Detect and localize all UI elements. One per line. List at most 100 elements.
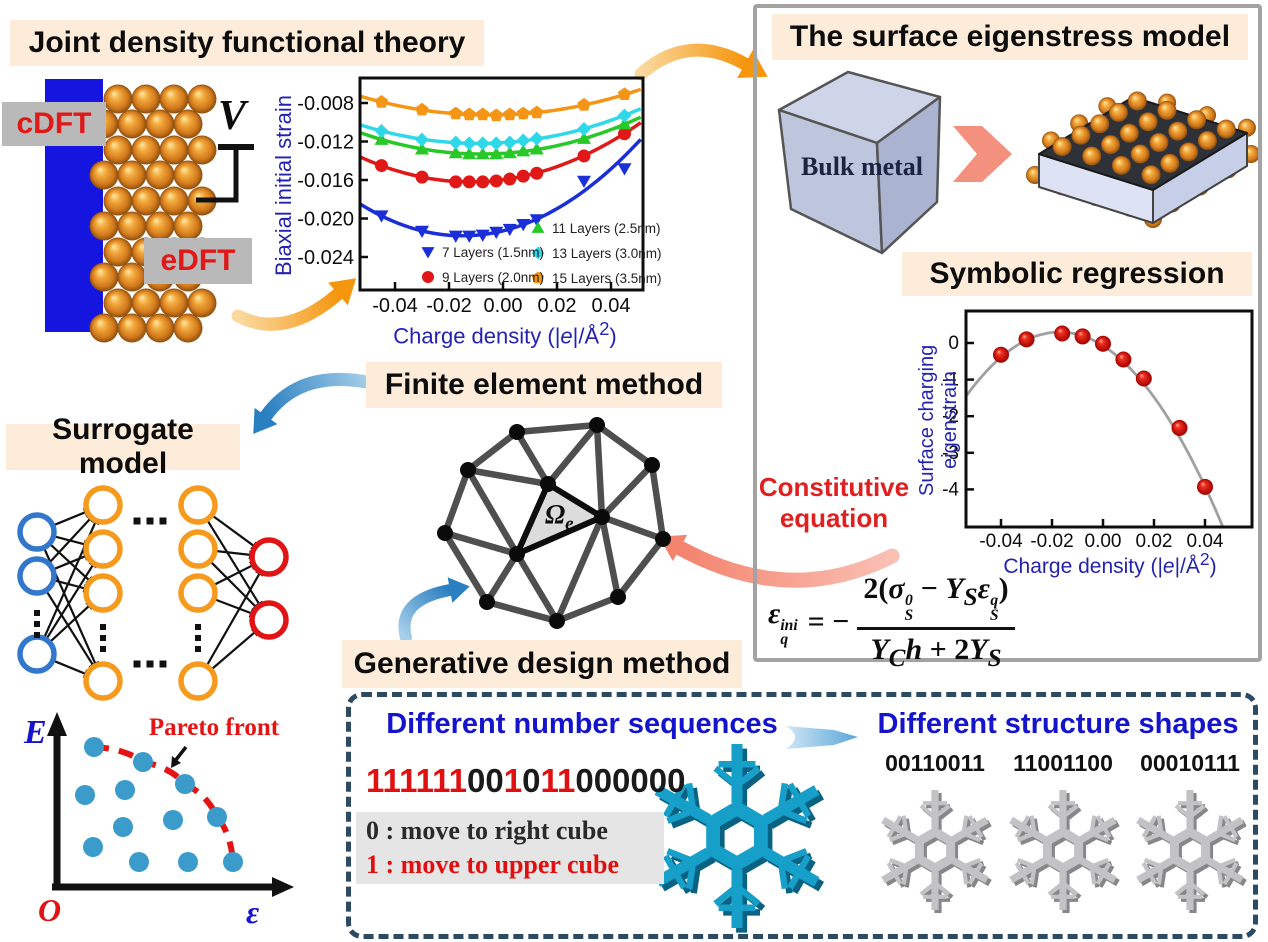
metal-atom: [159, 186, 189, 216]
data-point: [993, 346, 1009, 363]
surface-atom: [1052, 137, 1072, 157]
network-node: [17, 512, 57, 552]
structure-code-1: 00110011: [885, 750, 985, 776]
metal-atom: [103, 186, 133, 216]
arrow-edft-to-chart: [231, 278, 357, 331]
metal-atom: [159, 84, 189, 114]
svg-text:-4: -4: [942, 479, 959, 500]
svg-text:-0.02: -0.02: [1030, 531, 1073, 552]
surface-atom: [1101, 135, 1121, 155]
cdft-label: cDFT: [2, 102, 106, 146]
sequences-title: Different number sequences: [386, 708, 778, 740]
design-point: [178, 852, 198, 872]
svg-text:13 Layers (3.0nm): 13 Layers (3.0nm): [552, 246, 662, 261]
eigenstress-panel: [753, 4, 1262, 662]
svg-text:-0.016: -0.016: [297, 170, 354, 192]
chart1-legend: 7 Layers (1.5nm) 9 Layers (2.0nm) 11 Layer…: [442, 221, 662, 286]
symbolic-regression-title: Symbolic regression: [902, 252, 1252, 296]
data-point: [1018, 331, 1035, 348]
series-curve: [360, 87, 642, 117]
metal-atom: [117, 211, 147, 241]
data-point: [1074, 328, 1091, 345]
structure-shape-3: [1136, 790, 1247, 913]
metal-atom: [187, 288, 217, 318]
surface-atom: [1082, 146, 1102, 166]
data-point: [1171, 419, 1188, 436]
design-point: [129, 852, 149, 872]
svg-text:0.00: 0.00: [1085, 531, 1122, 552]
metal-atom: [103, 84, 133, 114]
arrow-generative-to-mesh: [398, 577, 470, 644]
chart1-xlabel: Charge density (|e|/Å2): [393, 318, 617, 349]
mesh-node: [509, 424, 525, 440]
structure-shape-2: [1009, 790, 1120, 913]
surface-atom: [1130, 144, 1150, 164]
pareto-plot: [47, 712, 294, 897]
jdft-title: Joint density functional theory: [10, 20, 484, 66]
eigenstrain-chart: -0.04 -0.02 0.00 0.02 0.04 0 -1 -2 -3 -4: [942, 309, 1254, 552]
data-point: [1095, 335, 1111, 352]
metal-atom: [103, 135, 133, 165]
surface-atom: [1157, 100, 1177, 120]
metal-atom: [117, 313, 147, 343]
surface-atom: [1179, 142, 1199, 162]
chart1-ylabel: Biaxial initial strain: [271, 95, 296, 277]
svg-text:-1: -1: [942, 370, 959, 391]
network-node: [178, 661, 218, 701]
metal-atom: [103, 288, 133, 318]
structure-code-2: 11001100: [1013, 750, 1113, 776]
bulk-metal-label: Bulk metal: [800, 152, 924, 181]
surface-atom: [1111, 155, 1131, 175]
metal-atom: [187, 135, 217, 165]
design-point: [75, 785, 95, 805]
surface-atom: [1071, 125, 1091, 145]
metal-atom: [131, 186, 161, 216]
network-node: [178, 485, 218, 525]
arrow-fem-to-surrogate: [253, 372, 379, 434]
data-point: [1197, 478, 1213, 495]
svg-text:-0.008: -0.008: [297, 93, 354, 115]
surface-atom: [1216, 119, 1236, 139]
data-point: [1054, 325, 1071, 342]
chart2-ylabel: Surface charging eigenstrain: [916, 344, 961, 496]
surface-atom: [1108, 102, 1128, 122]
network-node: [83, 529, 123, 569]
shapes-title: Different structure shapes: [877, 708, 1239, 740]
pareto-origin-label: O: [38, 892, 62, 928]
metal-atom: [117, 109, 147, 139]
voltage-label: V: [218, 93, 247, 139]
network-node: [249, 537, 289, 577]
svg-text:-0.020: -0.020: [297, 209, 354, 231]
structure-code-3: 00010111: [1140, 750, 1240, 776]
svg-text:-0.02: -0.02: [426, 295, 472, 317]
data-point: [1135, 370, 1152, 387]
eigenstress-title: The surface eigenstress model: [772, 14, 1248, 60]
metal-atom: [173, 313, 203, 343]
svg-text:0.04: 0.04: [592, 295, 631, 317]
svg-text:-2: -2: [942, 406, 959, 427]
mesh-node: [479, 594, 495, 610]
metal-atom: [173, 160, 203, 190]
mesh-node: [437, 525, 453, 541]
mesh-node: [460, 462, 476, 478]
mesh-node: [594, 509, 610, 525]
metal-atom: [173, 109, 203, 139]
metal-atom: [145, 160, 175, 190]
surface-atom: [1168, 121, 1188, 141]
design-point: [113, 817, 133, 837]
fem-mesh: [437, 417, 671, 629]
edft-label: eDFT: [144, 238, 252, 284]
rule-one: 1 : move to upper cube: [366, 850, 620, 879]
svg-text:11 Layers (2.5nm): 11 Layers (2.5nm): [552, 221, 661, 236]
network-node: [83, 661, 123, 701]
mesh-node: [549, 613, 565, 629]
network-node: [83, 573, 123, 613]
metal-atom: [145, 211, 175, 241]
network-node: [249, 600, 289, 640]
surface-atom: [1149, 133, 1169, 153]
network-node: [83, 485, 123, 525]
mesh-node: [610, 589, 626, 605]
pareto-front-label: Pareto front: [148, 714, 280, 741]
svg-text:-3: -3: [942, 443, 959, 464]
surface-atom: [1197, 131, 1217, 150]
